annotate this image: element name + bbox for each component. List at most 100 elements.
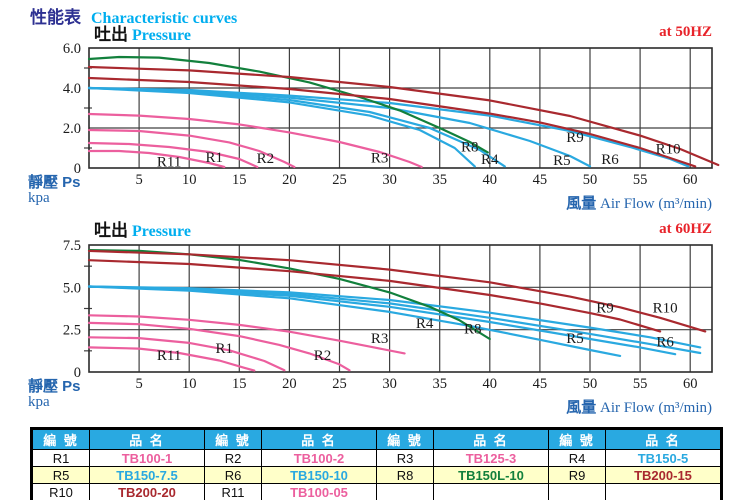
chart2-y-axis-caption: 靜壓 Ps kpa <box>28 379 81 410</box>
chart1-x-axis-caption: 風量 Air Flow (m³/min) <box>472 192 712 213</box>
curve-R6 <box>87 285 702 349</box>
chart1-ylabel: 靜壓 Ps <box>28 174 81 191</box>
curve-label-R2: R2 <box>314 348 332 364</box>
x-tick-label: 45 <box>533 172 548 188</box>
curve-R5 <box>87 86 592 168</box>
model-name-cell <box>605 483 721 500</box>
y-tick-label: 2.0 <box>63 121 81 137</box>
curve-label-R8: R8 <box>464 321 482 337</box>
chart1-title: 吐出 Pressure <box>94 20 191 45</box>
model-no-cell: R10 <box>32 483 90 500</box>
curve-R8 <box>87 55 489 154</box>
model-number-table: 編 號品 名編 號品 名編 號品 名編 號品 名 R1 TB100-1 R2 TB100… <box>32 429 721 500</box>
header-model-no: 編 號 <box>32 429 90 450</box>
y-tick-label: 4.0 <box>63 81 81 97</box>
chart2-frequency-label: at 60HZ <box>659 221 712 237</box>
model-table: 編 號品 名編 號品 名編 號品 名編 號品 名 R1 TB100-1 R2 TB100… <box>30 427 723 500</box>
chart-60hz: R11 R1 R2 R3 R4 R8 R5 R6 R9 R10 0 2.5 5.0 7.5 5 10 15 20 2… <box>63 238 713 392</box>
model-no-cell: R3 <box>376 449 434 467</box>
x-tick-label: 20 <box>282 172 297 188</box>
header-model-no: 編 號 <box>376 429 434 450</box>
y-tick-label: 7.5 <box>63 238 81 254</box>
plot-border <box>88 47 713 169</box>
table-header-row: 編 號品 名編 號品 名編 號品 名編 號品 名 <box>32 429 721 450</box>
chart1-ylabel-unit: kpa <box>28 190 50 206</box>
chart1-y-axis-caption: 靜壓 Ps kpa <box>28 175 81 206</box>
x-tick-label: 30 <box>382 376 397 392</box>
model-name-cell: TB125-3 <box>433 449 549 467</box>
model-no-cell: R1 <box>32 449 90 467</box>
curve-R3 <box>87 112 423 169</box>
header-model-name: 品 名 <box>261 429 377 450</box>
curve-label-R1: R1 <box>205 150 223 166</box>
header-model-name: 品 名 <box>605 429 721 450</box>
curve-R2 <box>87 128 296 169</box>
model-no-cell <box>548 483 606 500</box>
curve-label-R3: R3 <box>371 331 389 347</box>
x-tick-label: 40 <box>483 376 498 392</box>
chart1-frequency-label: at 50HZ <box>659 24 712 40</box>
model-name-cell: TB100-1 <box>89 449 205 467</box>
page-title-cjk: 性能表 <box>30 8 81 27</box>
plot-border <box>88 244 713 373</box>
header-model-no: 編 號 <box>204 429 262 450</box>
x-tick-label: 50 <box>583 172 598 188</box>
chart1-xlabel-en: Air Flow (m³/min) <box>600 196 712 212</box>
x-tick-label: 15 <box>232 172 247 188</box>
page-title: 性能表 Characteristic curves <box>30 3 237 28</box>
x-tick-label: 25 <box>332 172 347 188</box>
model-name-cell: TB200-15 <box>605 466 721 484</box>
x-tick-label: 35 <box>432 376 447 392</box>
y-tick-label: 5.0 <box>63 280 81 296</box>
table-row: R1 TB100-1 R2 TB100-2 R3 TB125-3 R4 TB150-5 <box>32 449 721 467</box>
x-tick-label: 25 <box>332 376 347 392</box>
curve-R1 <box>87 141 259 169</box>
curve-R10 <box>87 65 720 167</box>
chart2-ylabel: 靜壓 Ps <box>28 378 81 395</box>
table-row: R10 TB200-20 R11 TB100-05 <box>32 483 721 500</box>
curve-R9 <box>87 259 662 333</box>
x-tick-label: 10 <box>182 376 197 392</box>
curve-label-R9: R9 <box>596 301 614 317</box>
chart2-ylabel-unit: kpa <box>28 394 50 410</box>
curve-label-R11: R11 <box>157 154 181 170</box>
y-tick-label: 0 <box>74 365 81 381</box>
curve-label-R6: R6 <box>601 152 619 168</box>
model-name-cell: TB200-20 <box>89 483 205 500</box>
x-tick-label: 30 <box>382 172 397 188</box>
curve-label-R2: R2 <box>257 151 275 167</box>
model-no-cell: R2 <box>204 449 262 467</box>
model-name-cell: TB150L-10 <box>433 466 549 484</box>
chart2-title: 吐出 Pressure <box>94 216 191 241</box>
model-name-cell: TB100-05 <box>261 483 377 500</box>
curve-label-R9: R9 <box>566 130 584 146</box>
curve-label-R1: R1 <box>216 341 234 357</box>
model-no-cell: R11 <box>204 483 262 500</box>
model-name-cell: TB100-2 <box>261 449 377 467</box>
header-model-name: 品 名 <box>89 429 205 450</box>
model-no-cell: R8 <box>376 466 434 484</box>
model-no-cell: R5 <box>32 466 90 484</box>
x-tick-label: 55 <box>633 376 648 392</box>
x-tick-label: 55 <box>633 172 648 188</box>
model-no-cell: R4 <box>548 449 606 467</box>
model-name-cell: TB150-10 <box>261 466 377 484</box>
x-tick-label: 50 <box>583 376 598 392</box>
x-tick-label: 5 <box>135 172 142 188</box>
chart1-xlabel-cjk: 風量 <box>566 195 597 212</box>
curve-label-R4: R4 <box>481 152 499 168</box>
model-name-cell: TB150-5 <box>605 449 721 467</box>
y-tick-label: 6.0 <box>63 41 81 57</box>
curve-label-R5: R5 <box>553 153 571 169</box>
chart2-xlabel-cjk: 風量 <box>566 399 597 416</box>
x-tick-label: 40 <box>483 172 498 188</box>
curve-R2 <box>87 321 351 372</box>
model-name-cell <box>433 483 549 500</box>
x-tick-label: 60 <box>683 172 698 188</box>
model-no-cell: R6 <box>204 466 262 484</box>
header-model-no: 編 號 <box>548 429 606 450</box>
x-tick-label: 15 <box>232 376 247 392</box>
